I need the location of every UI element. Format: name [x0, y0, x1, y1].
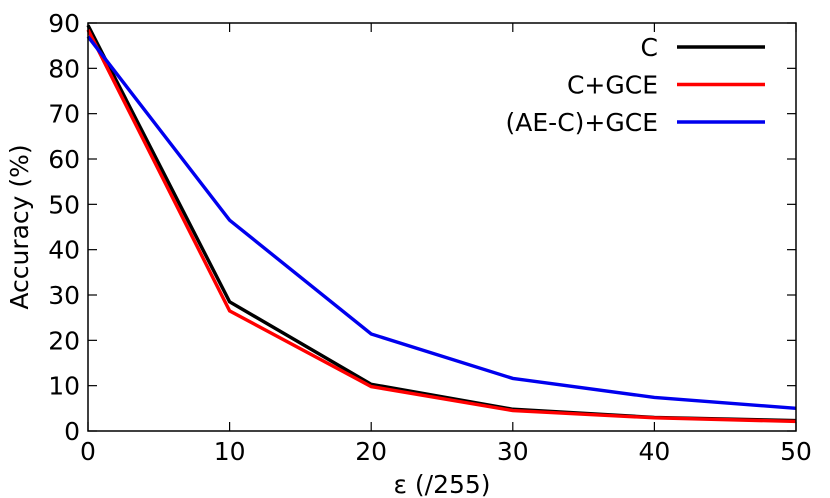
x-tick-label: 0 — [80, 437, 96, 466]
legend: C C+GCE (AE-C)+GCE — [506, 33, 765, 137]
y-tick-label: 90 — [48, 9, 80, 38]
y-tick-label: 40 — [48, 236, 80, 265]
y-tick-label: 0 — [64, 417, 80, 446]
legend-label: C+GCE — [567, 71, 658, 100]
y-tick-label: 60 — [48, 145, 80, 174]
y-tick-label: 20 — [48, 326, 80, 355]
legend-label: C — [641, 33, 658, 62]
y-axis-label: Accuracy (%) — [5, 144, 34, 309]
axis-tick-labels: 0 10 20 30 40 50 60 70 80 90 0 10 20 30 40 50 — [48, 9, 812, 466]
y-tick-label: 80 — [48, 54, 80, 83]
plot-frame — [87, 22, 797, 432]
x-tick-label: 20 — [355, 437, 387, 466]
y-tick-label: 70 — [48, 100, 80, 129]
axis-ticks — [87, 22, 797, 432]
y-tick-label: 30 — [48, 281, 80, 310]
x-tick-label: 30 — [497, 437, 529, 466]
series-line-3 — [86, 35, 797, 411]
series-line-2 — [86, 29, 797, 424]
x-axis-label: ε (/255) — [393, 470, 490, 498]
x-tick-label: 50 — [780, 437, 812, 466]
x-tick-label: 10 — [214, 437, 246, 466]
plot-lines — [86, 24, 797, 424]
x-tick-label: 40 — [638, 437, 670, 466]
y-tick-label: 10 — [48, 372, 80, 401]
y-tick-label: 50 — [48, 190, 80, 219]
legend-label: (AE-C)+GCE — [506, 108, 658, 137]
